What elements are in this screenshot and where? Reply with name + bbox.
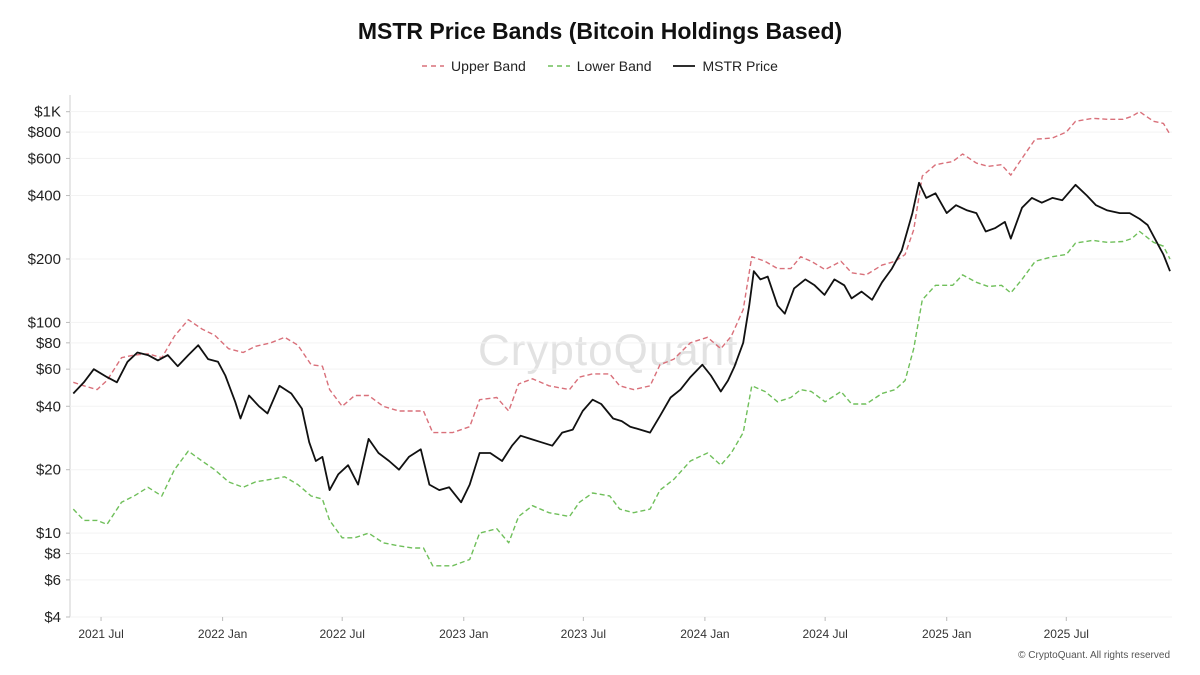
legend-item-lower-band: Lower Band (547, 58, 652, 74)
legend-item-upper-band: Upper Band (422, 58, 526, 74)
series-line-lower-band (72, 230, 1171, 567)
series-line-mstr-price (72, 181, 1171, 504)
watermark-logo: CryptoQuant (478, 326, 739, 375)
x-tick-label: 2024 Jan (680, 627, 729, 641)
y-tick-label: $60 (36, 361, 61, 378)
x-tick-label: 2023 Jan (439, 627, 488, 641)
y-tick-label: $6 (44, 572, 61, 589)
legend-label-upper-band: Upper Band (451, 58, 526, 74)
y-tick-label: $4 (44, 609, 61, 626)
legend-swatch-mstr-price (673, 65, 696, 67)
y-tick-label: $800 (28, 124, 61, 141)
legend-swatch-upper-band (422, 65, 445, 67)
series-line-upper-band (73, 110, 1171, 434)
copyright-footer: © CryptoQuant. All rights reserved (1018, 650, 1170, 661)
x-tick-label: 2021 Jul (78, 627, 123, 641)
y-tick-label: $600 (28, 150, 61, 167)
y-tick-label: $80 (36, 335, 61, 352)
chart-title: MSTR Price Bands (Bitcoin Holdings Based… (357, 18, 843, 44)
y-tick-label: $20 (36, 462, 61, 479)
x-tick-label: 2022 Jan (198, 627, 247, 641)
y-tick-label: $100 (28, 314, 61, 331)
x-tick-label: 2022 Jul (320, 627, 365, 641)
legend-item-mstr-price: MSTR Price (673, 58, 778, 74)
y-tick-label: $8 (44, 546, 61, 563)
chart-legend: Upper Band Lower Band MSTR Price (0, 58, 1200, 74)
y-tick-label: $40 (36, 398, 61, 415)
x-tick-label: 2024 Jul (802, 627, 847, 641)
x-tick-label: 2025 Jan (922, 627, 971, 641)
legend-label-lower-band: Lower Band (576, 58, 652, 74)
x-tick-label: 2023 Jul (561, 627, 606, 641)
y-tick-label: $1K (34, 104, 61, 121)
x-tick-label: 2025 Jul (1044, 627, 1089, 641)
legend-label-mstr-price: MSTR Price (702, 58, 778, 74)
y-tick-label: $200 (28, 251, 61, 268)
legend-swatch-lower-band (547, 65, 570, 67)
y-tick-label: $10 (36, 525, 61, 542)
y-tick-label: $400 (28, 188, 61, 205)
